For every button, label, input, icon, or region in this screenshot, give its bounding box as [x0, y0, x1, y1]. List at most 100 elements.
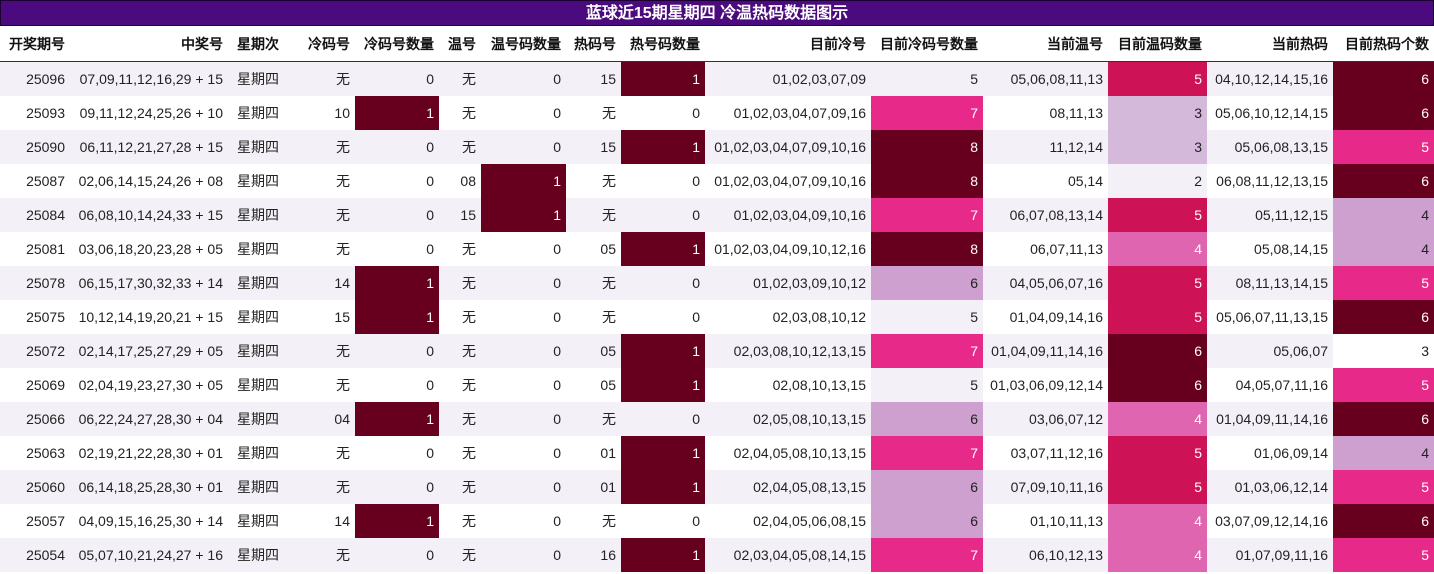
cell-winning-numbers: 06,11,12,21,27,28 + 15 [70, 130, 228, 164]
cell-winning-numbers: 06,14,18,25,28,30 + 01 [70, 470, 228, 504]
cell-hot-count: 1 [621, 61, 705, 96]
cell-current-warm: 03,06,07,12 [983, 402, 1108, 436]
table-row: 25096 07,09,11,12,16,29 + 15 星期四无 0 无 0 15 1 01,… [0, 61, 1434, 96]
cell-cold-count: 1 [355, 96, 439, 130]
cell-cold-count: 1 [355, 504, 439, 538]
cell-current-hot-count: 6 [1333, 300, 1434, 334]
cell-weekday: 星期四 [228, 164, 284, 198]
cell-current-hot-count: 3 [1333, 334, 1434, 368]
cell-warm-number: 无 [439, 504, 481, 538]
cell-current-hot-count: 6 [1333, 96, 1434, 130]
table-row: 25087 02,06,14,15,24,26 + 08 星期四无 0 08 1 无 0 01,… [0, 164, 1434, 198]
cell-current-warm: 06,07,08,13,14 [983, 198, 1108, 232]
cell-current-cold: 02,04,05,08,10,13,15 [705, 436, 871, 470]
cell-cold-count: 0 [355, 164, 439, 198]
cell-hot-number: 01 [566, 470, 621, 504]
header-winning-numbers: 中奖号 [70, 26, 228, 62]
cell-current-warm: 05,06,08,11,13 [983, 61, 1108, 96]
cell-cold-count: 0 [355, 130, 439, 164]
cell-current-warm: 08,11,13 [983, 96, 1108, 130]
cell-current-cold-count: 8 [871, 130, 983, 164]
cell-warm-number: 15 [439, 198, 481, 232]
cell-current-cold: 02,03,04,05,08,14,15 [705, 538, 871, 572]
cell-warm-count: 0 [481, 232, 566, 266]
cell-current-warm: 01,04,09,11,14,16 [983, 334, 1108, 368]
header-cold-number: 冷码号 [284, 26, 355, 62]
cell-current-warm-count: 2 [1108, 164, 1207, 198]
cell-current-hot-count: 5 [1333, 538, 1434, 572]
cell-cold-number: 无 [284, 130, 355, 164]
cell-current-hot: 08,11,13,14,15 [1207, 266, 1333, 300]
cell-current-hot: 05,06,10,12,14,15 [1207, 96, 1333, 130]
cell-current-warm-count: 5 [1108, 266, 1207, 300]
cell-hot-number: 01 [566, 436, 621, 470]
table-row: 25072 02,14,17,25,27,29 + 05 星期四无 0 无 0 05 1 02,… [0, 334, 1434, 368]
cell-warm-count: 0 [481, 61, 566, 96]
cell-issue-number: 25054 [0, 538, 70, 572]
cell-cold-number: 无 [284, 164, 355, 198]
cell-current-warm-count: 3 [1108, 130, 1207, 164]
cell-current-hot: 05,06,08,13,15 [1207, 130, 1333, 164]
header-row: 开奖期号 中奖号 星期次 冷码号 冷码号数量 温号 温号码数量 热码号 热号码数量 目前冷号 目前冷… [0, 26, 1434, 62]
cell-current-cold: 01,02,03,04,09,10,12,16 [705, 232, 871, 266]
cell-current-hot-count: 4 [1333, 198, 1434, 232]
cell-current-hot: 05,06,07 [1207, 334, 1333, 368]
cell-winning-numbers: 05,07,10,21,24,27 + 16 [70, 538, 228, 572]
cell-hot-number: 15 [566, 130, 621, 164]
cell-current-cold: 02,05,08,10,13,15 [705, 402, 871, 436]
cell-current-cold: 01,02,03,04,07,09,10,16 [705, 164, 871, 198]
cell-weekday: 星期四 [228, 436, 284, 470]
cell-hot-number: 无 [566, 402, 621, 436]
cell-issue-number: 25081 [0, 232, 70, 266]
cell-warm-count: 0 [481, 334, 566, 368]
cell-hot-number: 16 [566, 538, 621, 572]
cell-hot-count: 1 [621, 538, 705, 572]
cell-warm-count: 0 [481, 504, 566, 538]
cell-current-warm: 01,10,11,13 [983, 504, 1108, 538]
cell-current-cold-count: 8 [871, 164, 983, 198]
cell-winning-numbers: 06,22,24,27,28,30 + 04 [70, 402, 228, 436]
cell-weekday: 星期四 [228, 61, 284, 96]
cell-issue-number: 25078 [0, 266, 70, 300]
cell-cold-number: 14 [284, 504, 355, 538]
cell-cold-number: 04 [284, 402, 355, 436]
cell-weekday: 星期四 [228, 504, 284, 538]
cell-weekday: 星期四 [228, 198, 284, 232]
cell-current-hot-count: 4 [1333, 232, 1434, 266]
cell-current-warm-count: 4 [1108, 504, 1207, 538]
cell-cold-number: 14 [284, 266, 355, 300]
cell-current-warm: 05,14 [983, 164, 1108, 198]
cell-warm-number: 无 [439, 300, 481, 334]
cell-hot-number: 05 [566, 232, 621, 266]
cell-current-hot: 05,06,07,11,13,15 [1207, 300, 1333, 334]
cell-current-warm: 07,09,10,11,16 [983, 470, 1108, 504]
cell-current-hot: 01,04,09,11,14,16 [1207, 402, 1333, 436]
table-row: 25093 09,11,12,24,25,26 + 10 星期四 10 1 无 0 无 0 01,… [0, 96, 1434, 130]
cell-warm-number: 无 [439, 470, 481, 504]
cell-current-cold: 02,04,05,06,08,15 [705, 504, 871, 538]
cell-current-warm: 06,10,12,13 [983, 538, 1108, 572]
cell-hot-count: 0 [621, 504, 705, 538]
cell-hot-count: 1 [621, 436, 705, 470]
cell-issue-number: 25063 [0, 436, 70, 470]
cell-issue-number: 25060 [0, 470, 70, 504]
cell-current-cold-count: 5 [871, 61, 983, 96]
cell-weekday: 星期四 [228, 266, 284, 300]
cell-issue-number: 25096 [0, 61, 70, 96]
cell-warm-number: 无 [439, 232, 481, 266]
cell-current-warm-count: 5 [1108, 61, 1207, 96]
table-row: 25075 10,12,14,19,20,21 + 15 星期四 15 1 无 0 无 0 02,… [0, 300, 1434, 334]
cell-cold-count: 0 [355, 334, 439, 368]
cell-warm-number: 无 [439, 436, 481, 470]
header-warm-count: 温号码数量 [481, 26, 566, 62]
cell-current-warm-count: 5 [1108, 198, 1207, 232]
cell-warm-number: 无 [439, 96, 481, 130]
cell-current-cold: 01,02,03,04,09,10,16 [705, 198, 871, 232]
cell-current-hot: 04,05,07,11,16 [1207, 368, 1333, 402]
cell-warm-count: 0 [481, 368, 566, 402]
cell-current-warm-count: 5 [1108, 436, 1207, 470]
cell-hot-number: 无 [566, 266, 621, 300]
cell-hot-count: 1 [621, 130, 705, 164]
cell-cold-number: 无 [284, 334, 355, 368]
cell-issue-number: 25069 [0, 368, 70, 402]
